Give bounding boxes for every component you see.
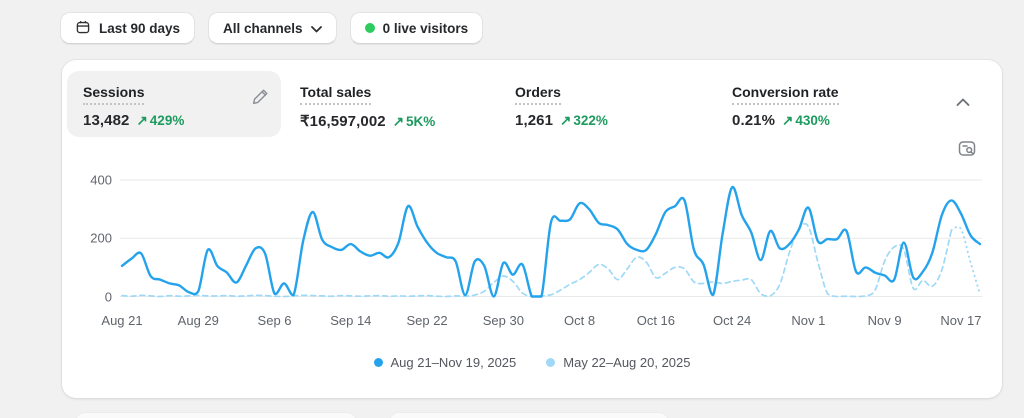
metric-total-sales[interactable]: Total sales ₹16,597,002 ↗ 5K% — [300, 84, 435, 130]
metric-label-sessions: Sessions — [83, 84, 145, 105]
inspect-chart-data-button[interactable] — [958, 140, 977, 158]
x-axis-tick-label: Nov 17 — [940, 313, 982, 328]
live-visitors-button[interactable]: 0 live visitors — [349, 12, 484, 44]
calendar-icon — [75, 19, 91, 38]
y-axis-labels: 0 200 400 — [70, 172, 112, 305]
metric-label-conversion-rate: Conversion rate — [732, 84, 839, 105]
previous-period-dot-icon — [546, 358, 556, 367]
edit-metric-pencil-icon[interactable] — [251, 87, 270, 106]
metric-orders[interactable]: Orders 1,261 ↗ 322% — [515, 84, 608, 129]
magnifier-report-icon — [958, 141, 977, 161]
channels-dropdown[interactable]: All channels — [208, 12, 337, 44]
metric-value-sessions: 13,482 — [83, 112, 130, 129]
date-range-button[interactable]: Last 90 days — [60, 12, 196, 44]
x-axis-tick-label: Sep 22 — [406, 313, 448, 328]
next-report-card-partial — [75, 412, 357, 418]
y-axis-tick-label: 200 — [90, 230, 112, 246]
x-axis-tick-label: Oct 8 — [564, 313, 596, 328]
chevron-down-icon — [310, 21, 322, 36]
legend-label-current-period: Aug 21–Nov 19, 2025 — [390, 355, 517, 370]
metric-delta-sessions: ↗ 429% — [136, 113, 185, 128]
collapse-card-button[interactable] — [956, 98, 970, 107]
x-axis-tick-label: Aug 21 — [101, 313, 143, 328]
legend-item-current-period[interactable]: Aug 21–Nov 19, 2025 — [373, 355, 517, 370]
x-axis-tick-label: Nov 9 — [867, 313, 902, 328]
previous-period-line-dotted-tail — [950, 225, 981, 296]
current-period-line — [120, 186, 982, 298]
metric-label-total-sales: Total sales — [300, 84, 372, 105]
x-axis-tick-label: Sep 6 — [257, 313, 292, 328]
x-axis-tick-label: Sep 30 — [482, 313, 524, 328]
trend-up-arrow-icon: ↗ — [560, 113, 572, 128]
metric-value-conversion-rate: 0.21% — [732, 112, 776, 129]
sessions-line-chart[interactable] — [118, 176, 984, 301]
previous-period-line — [121, 222, 953, 298]
metric-value-orders: 1,261 — [515, 112, 554, 129]
legend-label-previous-period: May 22–Aug 20, 2025 — [563, 355, 691, 370]
channels-label: All channels — [223, 20, 303, 36]
x-axis-tick-label: Oct 16 — [636, 313, 676, 328]
trend-up-arrow-icon: ↗ — [782, 113, 794, 128]
live-status-dot-icon — [364, 23, 375, 33]
metric-value-total-sales: ₹16,597,002 — [300, 113, 386, 130]
live-visitors-label: 0 live visitors — [382, 20, 469, 36]
x-axis-tick-label: Sep 14 — [330, 313, 372, 328]
date-range-label: Last 90 days — [99, 20, 181, 36]
y-axis-tick-label: 0 — [104, 289, 112, 304]
metric-tab-sessions[interactable]: Sessions 13,482 ↗ 429% — [67, 71, 281, 137]
legend-item-previous-period[interactable]: May 22–Aug 20, 2025 — [546, 355, 691, 370]
y-axis-tick-label: 400 — [90, 172, 112, 188]
metric-delta-conversion-rate: ↗ 430% — [782, 113, 830, 128]
next-report-card-partial — [389, 412, 669, 418]
x-axis-tick-label: Nov 1 — [791, 313, 826, 328]
x-axis-tick-label: Oct 24 — [712, 313, 752, 328]
x-axis-labels: Aug 21 Aug 29 Sep 6 Sep 14 Sep 22 Sep 30 Oct 8… — [101, 313, 982, 331]
x-axis-tick-label: Aug 29 — [177, 313, 219, 328]
trend-up-arrow-icon: ↗ — [392, 114, 405, 129]
analytics-overview-card: Sessions 13,482 ↗ 429% Total sales ₹16,59… — [62, 60, 1002, 398]
trend-up-arrow-icon: ↗ — [136, 113, 148, 128]
metric-conversion-rate[interactable]: Conversion rate 0.21% ↗ 430% — [732, 84, 839, 129]
metric-label-orders: Orders — [515, 84, 561, 105]
chart-legend: Aug 21–Nov 19, 2025 May 22–Aug 20, 2025 — [62, 355, 1002, 370]
metric-delta-total-sales: ↗ 5K% — [392, 114, 436, 129]
current-period-dot-icon — [373, 358, 383, 367]
filters-toolbar: Last 90 days All channels 0 live visitor… — [60, 12, 484, 44]
chevron-up-icon — [956, 95, 970, 110]
metric-delta-orders: ↗ 322% — [560, 113, 608, 128]
